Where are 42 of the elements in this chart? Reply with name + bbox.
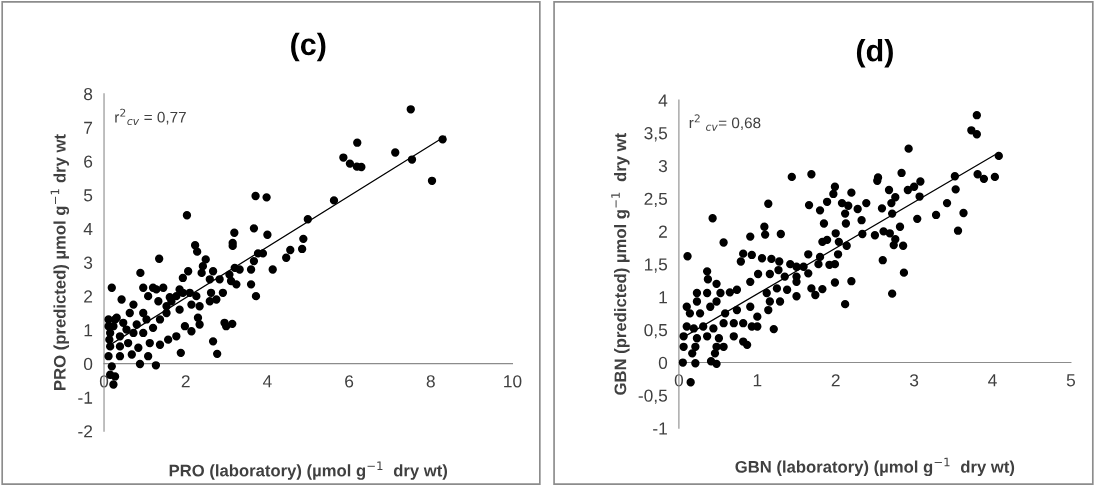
x-tick-label: 8	[426, 375, 435, 388]
y-tick-label: 1,5	[644, 258, 668, 273]
x-tick-label: 5	[1066, 374, 1076, 387]
chart-title: (d)	[856, 39, 893, 68]
annotation: r$^{2}$$_{cv}$ = 0,77	[115, 108, 186, 126]
y-tick-label: 7	[84, 121, 93, 134]
y-tick-label: 3	[658, 159, 668, 173]
x-tick-label: 1	[753, 374, 762, 387]
y-tick-label: 4	[658, 94, 668, 107]
y-tick-label: 2	[84, 290, 93, 303]
y-tick-label: 2,5	[644, 192, 668, 208]
y-tick-label: 0	[658, 356, 668, 370]
y-tick-label: 8	[84, 87, 93, 101]
y-tick-label: -1	[653, 422, 667, 435]
y-axis-title: PRO (predicted) µmol g$^{−1}$ dry wt	[50, 134, 70, 390]
x-axis-title: PRO (laboratory) (µmol g$^{−1}$ dry wt)	[169, 461, 448, 480]
y-axis-title: GBN (predicted) µmol g$^{−1}$ dry wt	[611, 133, 630, 395]
y-tick-label: -0,5	[638, 389, 668, 404]
x-tick-label: 2	[181, 375, 190, 388]
chart-title: (c)	[291, 32, 326, 62]
y-tick-label: 3,5	[644, 127, 668, 142]
y-tick-label: 3	[83, 256, 93, 269]
y-tick-label: 0,5	[644, 323, 668, 339]
y-tick-label: -2	[78, 425, 93, 438]
y-tick-label: 1	[659, 291, 667, 304]
y-tick-label: 0	[83, 357, 93, 371]
x-tick-label: 4	[988, 374, 997, 387]
x-tick-label: 4	[262, 375, 272, 388]
x-tick-label: 2	[831, 374, 840, 387]
y-tick-label: 2	[659, 225, 667, 238]
x-tick-label: 0	[99, 375, 109, 388]
y-tick-label: 4	[83, 223, 93, 235]
y-tick-label: -1	[78, 391, 93, 404]
x-tick-label: 10	[504, 375, 522, 388]
x-tick-label: 3	[909, 374, 919, 387]
y-tick-label: 5	[83, 189, 93, 202]
x-tick-label: 6	[345, 375, 354, 388]
y-tick-label: 1	[84, 324, 93, 337]
x-axis-title: GBN (laboratory) (µmol g$^{−1}$ dry wt)	[735, 457, 1015, 477]
x-tick-label: 0	[674, 374, 684, 387]
y-tick-label: 6	[84, 155, 93, 168]
annotation: r$^{2}$ $_{cv}$= 0,68	[689, 114, 761, 131]
